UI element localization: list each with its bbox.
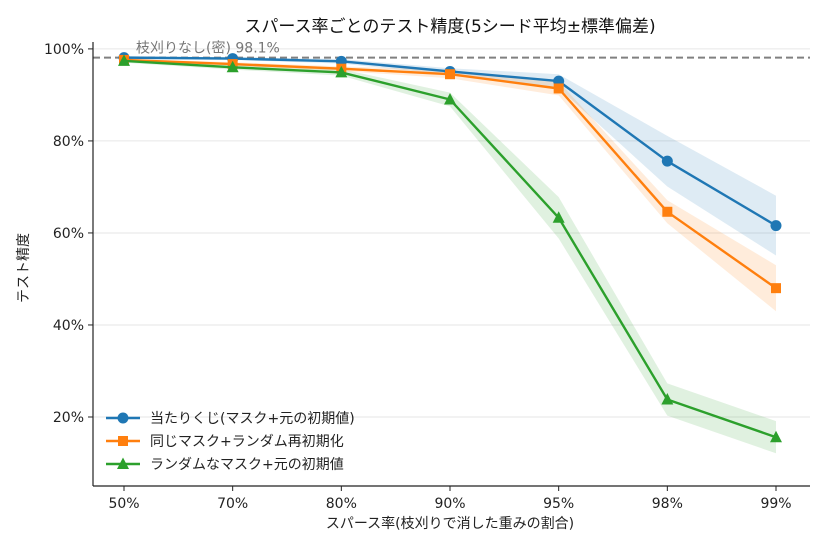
x-tick-label: 98% [652,496,683,512]
legend-marker [118,436,128,446]
axes [88,42,810,491]
y-tick-label: 60% [53,226,84,242]
data-point [770,430,782,443]
y-tick-label: 20% [53,410,84,426]
data-point [226,60,239,73]
grid-lines [93,48,810,418]
y-tick-label: 80% [53,134,84,150]
reference-line-label: 枝刈りなし(密) 98.1% [136,40,280,57]
series-line [123,59,777,439]
x-tick-label: 50% [108,496,139,512]
std-band [124,58,776,312]
std-bands [124,56,776,454]
data-point [661,393,674,405]
y-tick-label: 100% [44,42,84,58]
data-point [770,220,782,232]
legend-label: 当たりくじ(マスク+元の初期値) [150,410,355,427]
data-point [661,155,673,167]
data-point [445,69,455,80]
y-tick-label: 40% [53,318,84,334]
std-band [124,56,776,256]
legend: 当たりくじ(マスク+元の初期値) 同じマスク+ランダム再初期化ランダムなマスク+元… [106,410,355,473]
reference-line-group: 枝刈りなし(密) 98.1% [93,40,810,59]
legend-label: 同じマスク+ランダム再初期化 [150,433,344,450]
legend-marker [117,412,129,424]
x-tick-label: 70% [217,496,248,512]
std-band [124,59,776,454]
series-line [123,56,777,227]
data-point [771,283,781,294]
x-tick-label: 95% [543,496,574,512]
x-tick-label: 90% [434,496,465,512]
chart-title: スパース率ごとのテスト精度(5シード平均±標準偏差) [244,17,655,37]
data-point [553,83,564,94]
tick-labels: 20% 40% 60% 80% 100% 50% 70% 80% 90% 95% 98% 99% [44,42,792,512]
x-tick-label: 99% [760,496,791,512]
data-point [552,211,565,223]
legend-marker [117,457,129,469]
series-lines [118,52,782,443]
data-point [444,93,456,105]
data-point [118,54,130,66]
data-point [662,206,673,217]
x-tick-label: 80% [326,496,357,512]
legend-label: ランダムなマスク+元の初期値 [150,456,344,473]
x-axis-title: スパース率(枝刈りで消した重みの割合) [326,515,574,532]
y-axis-title: テスト精度 [16,233,32,303]
data-point [335,65,348,78]
